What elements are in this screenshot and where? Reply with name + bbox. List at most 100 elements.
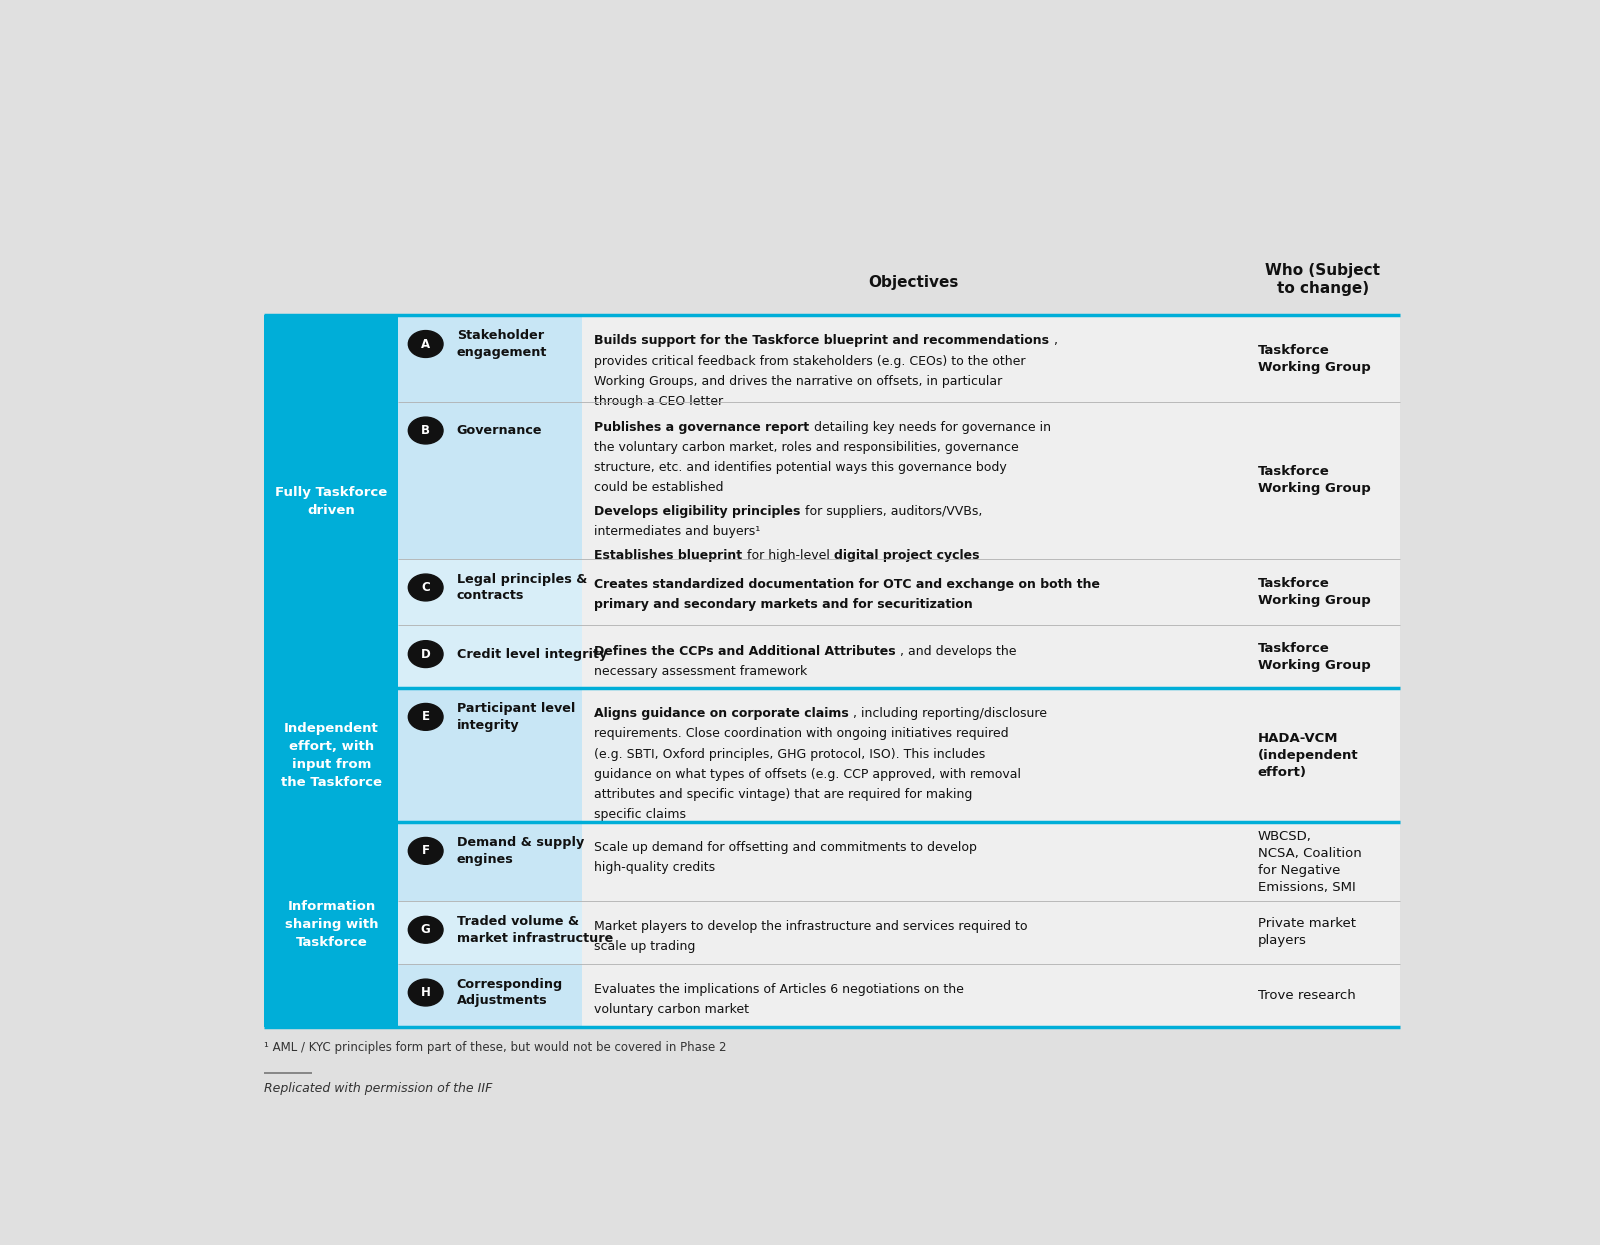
FancyBboxPatch shape: [1245, 964, 1400, 1027]
Text: Credit level integrity: Credit level integrity: [456, 647, 606, 661]
Text: primary and secondary markets and for securitization: primary and secondary markets and for se…: [594, 598, 978, 611]
Text: Taskforce
Working Group: Taskforce Working Group: [1258, 576, 1371, 608]
FancyBboxPatch shape: [398, 688, 582, 822]
FancyBboxPatch shape: [582, 315, 1245, 402]
FancyBboxPatch shape: [398, 901, 582, 964]
FancyBboxPatch shape: [582, 901, 1245, 964]
FancyBboxPatch shape: [582, 402, 1245, 559]
Text: B: B: [421, 425, 430, 437]
Text: Establishes blueprint: Establishes blueprint: [594, 549, 747, 563]
Text: E: E: [422, 711, 430, 723]
Text: Participant level
integrity: Participant level integrity: [456, 702, 574, 732]
Text: Builds support for the Taskforce blueprint and recommendations: Builds support for the Taskforce bluepri…: [594, 335, 1054, 347]
Text: Corresponding
Adjustments: Corresponding Adjustments: [456, 977, 563, 1007]
Text: provides critical feedback from stakeholders (e.g. CEOs) to the other: provides critical feedback from stakehol…: [594, 355, 1030, 367]
Text: Trove research: Trove research: [1258, 989, 1355, 1002]
FancyBboxPatch shape: [264, 688, 398, 822]
Text: , including reporting/disclosure: , including reporting/disclosure: [853, 707, 1051, 721]
Text: Who (Subject
to change): Who (Subject to change): [1266, 263, 1381, 295]
FancyBboxPatch shape: [1245, 901, 1400, 964]
Text: scale up trading: scale up trading: [594, 940, 699, 954]
FancyBboxPatch shape: [1245, 402, 1400, 559]
Text: requirements. Close coordination with ongoing initiatives required: requirements. Close coordination with on…: [594, 727, 1013, 741]
Text: the voluntary carbon market, roles and responsibilities, governance: the voluntary carbon market, roles and r…: [594, 441, 1022, 454]
FancyBboxPatch shape: [398, 625, 582, 688]
Text: Traded volume &
market infrastructure: Traded volume & market infrastructure: [456, 915, 613, 945]
FancyBboxPatch shape: [582, 964, 1245, 1027]
FancyBboxPatch shape: [1245, 688, 1400, 822]
Text: digital project cycles: digital project cycles: [834, 549, 984, 563]
Text: (e.g. SBTI, Oxford principles, GHG protocol, ISO). This includes: (e.g. SBTI, Oxford principles, GHG proto…: [594, 747, 989, 761]
Text: through a CEO letter: through a CEO letter: [594, 395, 728, 408]
Text: HADA-VCM
(independent
effort): HADA-VCM (independent effort): [1258, 732, 1358, 778]
Text: A: A: [421, 337, 430, 351]
Text: Scale up demand for offsetting and commitments to develop: Scale up demand for offsetting and commi…: [594, 842, 981, 854]
FancyBboxPatch shape: [582, 625, 1245, 688]
Circle shape: [408, 979, 443, 1006]
Text: Demand & supply
engines: Demand & supply engines: [456, 837, 584, 865]
Text: intermediates and buyers¹: intermediates and buyers¹: [594, 525, 765, 538]
FancyBboxPatch shape: [1245, 625, 1400, 688]
FancyBboxPatch shape: [1245, 822, 1400, 901]
Text: Aligns guidance on corporate claims: Aligns guidance on corporate claims: [594, 707, 853, 721]
Text: attributes and specific vintage) that are required for making: attributes and specific vintage) that ar…: [594, 788, 976, 801]
FancyBboxPatch shape: [264, 315, 398, 688]
Text: Taskforce
Working Group: Taskforce Working Group: [1258, 344, 1371, 373]
Text: Market players to develop the infrastructure and services required to: Market players to develop the infrastruc…: [594, 920, 1032, 934]
FancyBboxPatch shape: [398, 822, 582, 901]
Text: Private market
players: Private market players: [1258, 918, 1355, 947]
Text: Information
sharing with
Taskforce: Information sharing with Taskforce: [285, 900, 378, 949]
Text: F: F: [422, 844, 430, 858]
Circle shape: [408, 574, 443, 601]
Text: ¹ AML / KYC principles form part of these, but would not be covered in Phase 2: ¹ AML / KYC principles form part of thes…: [264, 1041, 726, 1055]
Circle shape: [408, 703, 443, 731]
FancyBboxPatch shape: [582, 559, 1245, 625]
Text: Evaluates the implications of Articles 6 negotiations on the: Evaluates the implications of Articles 6…: [594, 984, 968, 996]
Text: Publishes a governance report: Publishes a governance report: [594, 421, 814, 435]
FancyBboxPatch shape: [1245, 315, 1400, 402]
Text: , and develops the: , and develops the: [901, 645, 1021, 657]
FancyBboxPatch shape: [1245, 559, 1400, 625]
Text: Taskforce
Working Group: Taskforce Working Group: [1258, 466, 1371, 496]
Text: Defines the CCPs and Additional Attributes: Defines the CCPs and Additional Attribut…: [594, 645, 901, 657]
Text: Replicated with permission of the IIF: Replicated with permission of the IIF: [264, 1082, 493, 1096]
Text: H: H: [421, 986, 430, 998]
Text: specific claims: specific claims: [594, 808, 690, 820]
Text: Independent
effort, with
input from
the Taskforce: Independent effort, with input from the …: [282, 722, 382, 788]
Circle shape: [408, 838, 443, 864]
Text: high-quality credits: high-quality credits: [594, 862, 720, 874]
Text: guidance on what types of offsets (e.g. CCP approved, with removal: guidance on what types of offsets (e.g. …: [594, 768, 1026, 781]
FancyBboxPatch shape: [264, 250, 1400, 315]
FancyBboxPatch shape: [264, 822, 398, 1027]
Text: Fully Taskforce
driven: Fully Taskforce driven: [275, 487, 387, 517]
FancyBboxPatch shape: [398, 964, 582, 1027]
Circle shape: [408, 417, 443, 444]
Text: Taskforce
Working Group: Taskforce Working Group: [1258, 641, 1371, 672]
Circle shape: [408, 641, 443, 667]
Text: ,: ,: [1054, 335, 1062, 347]
FancyBboxPatch shape: [582, 822, 1245, 901]
Text: voluntary carbon market: voluntary carbon market: [594, 1003, 754, 1016]
Text: could be established: could be established: [594, 482, 728, 494]
Text: detailing key needs for governance in: detailing key needs for governance in: [814, 421, 1054, 435]
Text: D: D: [421, 647, 430, 661]
Text: Working Groups, and drives the narrative on offsets, in particular: Working Groups, and drives the narrative…: [594, 375, 1006, 387]
Circle shape: [408, 916, 443, 944]
Text: G: G: [421, 924, 430, 936]
Text: Legal principles &
contracts: Legal principles & contracts: [456, 573, 587, 603]
Text: C: C: [421, 581, 430, 594]
Text: Objectives: Objectives: [869, 275, 958, 290]
Text: Develops eligibility principles: Develops eligibility principles: [594, 505, 805, 518]
FancyBboxPatch shape: [398, 402, 582, 559]
Text: structure, etc. and identifies potential ways this governance body: structure, etc. and identifies potential…: [594, 461, 1011, 474]
Text: Governance: Governance: [456, 425, 542, 437]
Text: for high-level: for high-level: [747, 549, 834, 563]
FancyBboxPatch shape: [398, 315, 582, 402]
FancyBboxPatch shape: [582, 688, 1245, 822]
FancyBboxPatch shape: [264, 1027, 1400, 1031]
Text: for suppliers, auditors/VVBs,: for suppliers, auditors/VVBs,: [805, 505, 987, 518]
FancyBboxPatch shape: [398, 559, 582, 625]
Circle shape: [408, 331, 443, 357]
Text: necessary assessment framework: necessary assessment framework: [594, 665, 811, 677]
Text: Stakeholder
engagement: Stakeholder engagement: [456, 329, 547, 359]
